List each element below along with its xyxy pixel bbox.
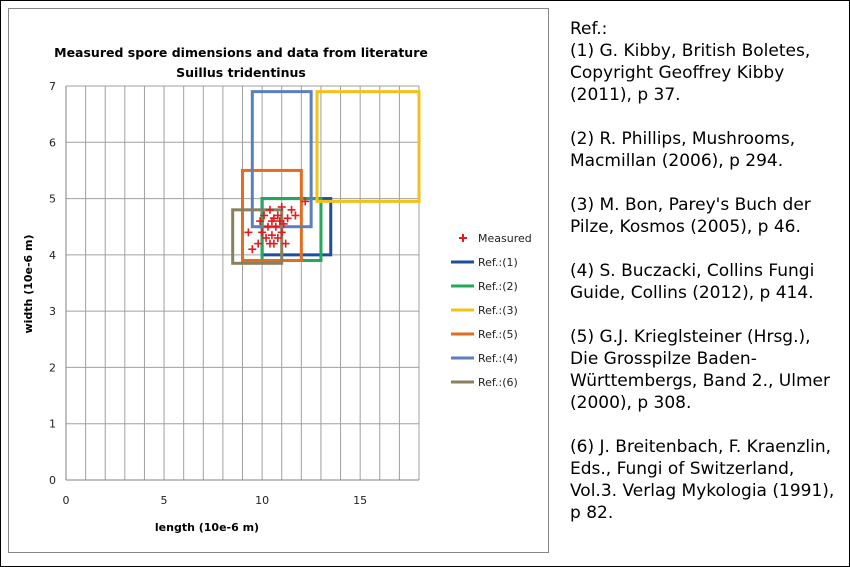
reference-range-6 bbox=[231, 208, 284, 265]
measured-point bbox=[273, 233, 282, 242]
legend-item-ref-4: Ref.:(5) bbox=[451, 328, 518, 341]
reference-item-1: (1) G. Kibby, British Boletes, Copyright… bbox=[570, 41, 811, 105]
reference-item-2: (2) R. Phillips, Mushrooms, Macmillan (2… bbox=[570, 129, 796, 171]
y-tick-label: 5 bbox=[49, 193, 56, 206]
legend-label: Ref.:(4) bbox=[478, 352, 518, 365]
chart-panel: 0 5 10 15 0 1 2 3 4 5 6 7 Measured spore dimensions… bbox=[8, 8, 549, 553]
measured-point bbox=[260, 211, 269, 220]
grid-lines bbox=[65, 85, 420, 481]
chart-subtitle: Suillus tridentinus bbox=[176, 65, 306, 80]
measured-point bbox=[248, 245, 257, 254]
y-tick-label: 7 bbox=[49, 80, 56, 93]
references-panel: Ref.: (1) G. Kibby, British Boletes, Cop… bbox=[570, 18, 842, 524]
x-tick-label: 15 bbox=[353, 494, 367, 507]
x-tick-label: 5 bbox=[161, 494, 168, 507]
y-tick-label: 3 bbox=[49, 305, 56, 318]
reference-range-3 bbox=[315, 90, 421, 203]
legend-label: Ref.:(2) bbox=[478, 280, 518, 293]
measured-point bbox=[258, 228, 267, 237]
measured-point bbox=[263, 222, 272, 231]
y-axis-label: width (10e-6 m) bbox=[22, 234, 35, 333]
measured-point bbox=[277, 203, 286, 212]
measured-point bbox=[262, 233, 271, 242]
y-tick-label: 1 bbox=[49, 418, 56, 431]
measured-points bbox=[244, 197, 310, 254]
reference-ranges bbox=[231, 90, 421, 265]
legend-label: Ref.:(3) bbox=[478, 304, 518, 317]
legend-label-measured: Measured bbox=[478, 232, 532, 245]
spore-dimensions-chart: 0 5 10 15 0 1 2 3 4 5 6 7 Measured spore dimensions… bbox=[22, 45, 532, 534]
chart-title: Measured spore dimensions and data from … bbox=[54, 45, 428, 60]
measured-point bbox=[265, 205, 274, 214]
reference-item-4: (4) S. Buczacki, Collins Fungi Guide, Co… bbox=[570, 261, 815, 303]
references-header: Ref.: bbox=[570, 19, 608, 39]
y-tick-label: 0 bbox=[49, 474, 56, 487]
legend-item-measured: Measured bbox=[459, 232, 532, 245]
measured-point bbox=[291, 211, 300, 220]
measured-point bbox=[244, 228, 253, 237]
reference-item-3: (3) M. Bon, Parey's Buch der Pilze, Kosm… bbox=[570, 195, 811, 237]
x-tick-label: 10 bbox=[255, 494, 269, 507]
reference-item-6: (6) J. Breitenbach, F. Kraenzlin, Eds., … bbox=[570, 437, 835, 523]
measured-point bbox=[273, 211, 282, 220]
legend-label: Ref.:(1) bbox=[478, 256, 518, 269]
measured-point bbox=[283, 214, 292, 223]
measured-point bbox=[301, 197, 310, 206]
legend-item-ref-5: Ref.:(4) bbox=[451, 352, 518, 365]
y-tick-label: 2 bbox=[49, 361, 56, 374]
measured-point bbox=[281, 239, 290, 248]
measured-point bbox=[269, 239, 278, 248]
x-tick-label: 0 bbox=[63, 494, 70, 507]
x-axis-label: length (10e-6 m) bbox=[155, 521, 259, 534]
legend-item-ref-2: Ref.:(2) bbox=[451, 280, 518, 293]
measured-point bbox=[267, 231, 276, 240]
legend-label: Ref.:(5) bbox=[478, 328, 518, 341]
measured-point bbox=[277, 228, 286, 237]
measured-point bbox=[256, 217, 265, 226]
measured-point bbox=[287, 205, 296, 214]
reference-item-5: (5) G.J. Krieglsteiner (Hrsg.), Die Gros… bbox=[570, 327, 830, 413]
measured-point bbox=[254, 239, 263, 248]
axes: 0 5 10 15 0 1 2 3 4 5 6 7 bbox=[49, 80, 419, 507]
measured-point bbox=[279, 219, 288, 228]
reference-range-4 bbox=[241, 168, 303, 262]
legend-label: Ref.:(6) bbox=[478, 376, 518, 389]
legend-item-ref-3: Ref.:(3) bbox=[451, 304, 518, 317]
y-tick-label: 4 bbox=[49, 249, 56, 262]
y-tick-label: 6 bbox=[49, 136, 56, 149]
chart-legend: Measured Ref.:(1) Ref.:(2) Ref.:(3) Ref.:(5)… bbox=[451, 232, 532, 389]
legend-item-ref-1: Ref.:(1) bbox=[451, 256, 518, 269]
measured-point bbox=[271, 222, 280, 231]
legend-item-ref-6: Ref.:(6) bbox=[451, 376, 518, 389]
